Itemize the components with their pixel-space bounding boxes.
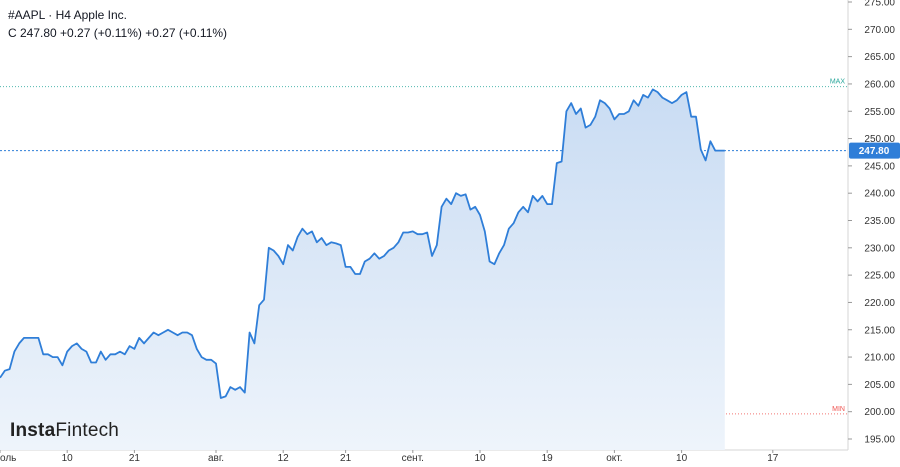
x-tick-label: 21 bbox=[129, 453, 141, 464]
chart-legend: #AAPL · H4 Apple Inc. C 247.80 +0.27 (+0… bbox=[8, 6, 227, 42]
x-tick-label: авг. bbox=[208, 453, 224, 464]
y-tick-label: 245.00 bbox=[864, 161, 895, 172]
y-tick-label: 255.00 bbox=[864, 107, 895, 118]
last-price-badge-text: 247.80 bbox=[859, 146, 890, 157]
y-tick-label: 200.00 bbox=[864, 407, 895, 418]
y-tick-label: 275.00 bbox=[864, 0, 895, 9]
y-tick-label: 260.00 bbox=[864, 79, 895, 90]
last-price-badge: 247.80 bbox=[849, 142, 900, 159]
last-price-badge-bg bbox=[849, 142, 900, 159]
y-tick-label: 265.00 bbox=[864, 52, 895, 63]
legend-title-row: #AAPL · H4 Apple Inc. bbox=[8, 6, 227, 24]
y-tick-label: 230.00 bbox=[864, 243, 895, 254]
y-tick-label: 205.00 bbox=[864, 380, 895, 391]
y-tick-label: 215.00 bbox=[864, 325, 895, 336]
y-tick-label: 195.00 bbox=[864, 435, 895, 446]
y-tick-label: 240.00 bbox=[864, 189, 895, 200]
x-tick-label: 21 bbox=[340, 453, 352, 464]
y-tick-label: 225.00 bbox=[864, 271, 895, 282]
y-tick-label: 270.00 bbox=[864, 25, 895, 36]
max-level-label: MAX bbox=[830, 79, 846, 86]
x-tick-label: 10 bbox=[62, 453, 74, 464]
timeframe-label[interactable]: H4 bbox=[55, 8, 71, 22]
price-axis[interactable]: 195.00 200.00 205.00 210.00 215.00 220.00 225.… bbox=[848, 0, 895, 446]
x-tick-label: оль bbox=[0, 453, 16, 464]
x-tick-label: 17 bbox=[767, 453, 779, 464]
time-axis[interactable]: оль 10 21 авг. 12 21 сент. 10 19 окт. 10 17 bbox=[0, 450, 779, 464]
price-line bbox=[0, 88, 725, 399]
symbol-label[interactable]: #AAPL bbox=[8, 8, 45, 22]
x-tick-label: 10 bbox=[676, 453, 688, 464]
y-tick-label: 210.00 bbox=[864, 353, 895, 364]
y-tick-label: 220.00 bbox=[864, 298, 895, 309]
x-tick-label: 19 bbox=[542, 453, 554, 464]
x-tick-label: сент. bbox=[402, 453, 424, 464]
instafintech-logo: InstaFintech bbox=[10, 420, 119, 442]
separator-dot: · bbox=[48, 8, 53, 22]
logo-text-insta: Insta bbox=[10, 420, 56, 441]
company-name: Apple Inc. bbox=[73, 8, 127, 22]
y-tick-label: 235.00 bbox=[864, 216, 895, 227]
x-tick-label: 12 bbox=[278, 453, 290, 464]
x-tick-label: 10 bbox=[474, 453, 486, 464]
ohlc-values: C 247.80 +0.27 (+0.11%) +0.27 (+0.11%) bbox=[8, 26, 228, 40]
y-tick-label: 250.00 bbox=[864, 134, 895, 145]
logo-text-fintech: Fintech bbox=[55, 420, 120, 441]
x-tick-label: окт. bbox=[606, 453, 622, 464]
min-level-label: MIN bbox=[832, 406, 845, 413]
